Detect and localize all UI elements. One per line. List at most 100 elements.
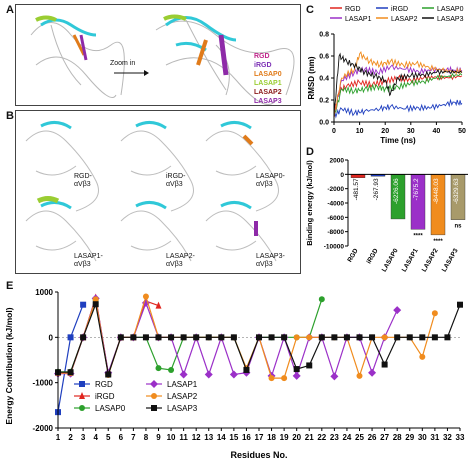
data-point-lasap3 bbox=[218, 334, 225, 341]
data-point-lasap3 bbox=[306, 362, 313, 369]
x-tick-label: 20 bbox=[292, 433, 301, 442]
y-tick-label: -6000 bbox=[327, 215, 344, 222]
data-point-lasap2 bbox=[293, 334, 300, 341]
data-point-lasap3 bbox=[281, 334, 288, 341]
data-point-lasap3 bbox=[130, 334, 137, 341]
x-tick-label: 32 bbox=[443, 433, 452, 442]
legend-marker-rgd bbox=[79, 381, 85, 387]
data-point-lasap3 bbox=[343, 334, 350, 341]
x-tick-label: 30 bbox=[407, 128, 415, 135]
data-point-lasap3 bbox=[331, 334, 338, 341]
x-tick-label: 13 bbox=[204, 433, 213, 442]
x-tick-label: 4 bbox=[93, 433, 98, 442]
y-tick-label: -10000 bbox=[324, 244, 345, 251]
x-tick-label: 19 bbox=[280, 433, 289, 442]
x-tick-label: 20 bbox=[381, 128, 389, 135]
panel-letter-b: B bbox=[6, 110, 14, 122]
y-tick-label: 1000 bbox=[35, 288, 53, 297]
y-tick-label: 2000 bbox=[330, 158, 345, 165]
x-tick-label: 1 bbox=[56, 433, 61, 442]
y-tick-label: 0.6 bbox=[319, 54, 329, 61]
x-tick-label: 17 bbox=[255, 433, 264, 442]
x-tick-label: 50 bbox=[458, 128, 466, 135]
data-point-lasap1 bbox=[179, 370, 188, 379]
label-lasap0-avb3: LASAP0- αVβ3 bbox=[256, 173, 285, 188]
bar-rgd bbox=[350, 174, 366, 178]
legend-label-lasap1: LASAP1 bbox=[345, 16, 372, 23]
data-point-lasap3 bbox=[205, 334, 212, 341]
x-tick-label: 22 bbox=[317, 433, 326, 442]
data-point-irgd bbox=[155, 301, 162, 309]
x-tick-label: 12 bbox=[192, 433, 201, 442]
x-tick-label: 31 bbox=[430, 433, 439, 442]
y-tick-label: 0.8 bbox=[319, 32, 329, 39]
data-point-rgd bbox=[80, 301, 87, 308]
x-tick-label: 9 bbox=[156, 433, 161, 442]
legend-lasap0: LASAP0 bbox=[254, 71, 282, 78]
legend-lasap1: LASAP1 bbox=[254, 80, 282, 87]
data-point-lasap2 bbox=[419, 353, 426, 360]
data-point-lasap3 bbox=[293, 366, 300, 373]
y-tick-label: -4000 bbox=[327, 201, 344, 208]
x-tick-label: 40 bbox=[433, 128, 441, 135]
legend-marker-irgd bbox=[79, 392, 85, 399]
legend-label-lasap2: LASAP2 bbox=[391, 16, 418, 23]
chart-d-binding-energy: -481.57 RGD -267.93 iRGD -6226.06 LASAP0 -7675… bbox=[305, 158, 468, 273]
legend-label-lasap3: LASAP3 bbox=[167, 404, 198, 413]
legend-marker-lasap0 bbox=[79, 405, 85, 411]
data-point-lasap3 bbox=[268, 334, 275, 341]
data-point-lasap1 bbox=[330, 372, 339, 381]
series-line-irgd bbox=[333, 98, 463, 119]
y-axis-label: Binding energy (kJ/mol) bbox=[305, 160, 314, 246]
x-axis-label: Time (ns) bbox=[380, 136, 416, 145]
data-point-lasap1 bbox=[229, 370, 238, 379]
y-tick-label: 0 bbox=[49, 333, 54, 342]
x-tick-label: 14 bbox=[217, 433, 226, 442]
y-tick-label: 0 bbox=[340, 172, 344, 179]
legend-label-rgd: RGD bbox=[95, 380, 113, 389]
x-tick-label: 23 bbox=[330, 433, 339, 442]
x-tick-label: 8 bbox=[144, 433, 149, 442]
x-tick-label: 3 bbox=[81, 433, 86, 442]
x-tick-label: 6 bbox=[119, 433, 124, 442]
legend-label-lasap0: LASAP0 bbox=[437, 6, 464, 13]
data-point-lasap0 bbox=[155, 365, 162, 372]
data-point-lasap3 bbox=[243, 366, 250, 373]
data-point-lasap2 bbox=[356, 372, 363, 379]
data-point-lasap3 bbox=[142, 334, 149, 341]
x-tick-label: 18 bbox=[267, 433, 276, 442]
series-line-lasap2 bbox=[333, 51, 463, 117]
data-point-lasap1 bbox=[292, 371, 301, 380]
legend-label-lasap2: LASAP2 bbox=[167, 392, 198, 401]
x-tick-label: 15 bbox=[229, 433, 238, 442]
x-tick-label: 25 bbox=[355, 433, 364, 442]
category-label-irgd: iRGD bbox=[366, 247, 380, 265]
chart-c-rmsd: RGD iRGD LASAP0 LASAP1 LASAP2 LASAP3 0 10 20 30 40… bbox=[307, 6, 466, 145]
data-point-lasap2 bbox=[281, 375, 288, 382]
series-group-lasap3 bbox=[55, 301, 463, 378]
x-tick-label: 24 bbox=[342, 433, 351, 442]
x-tick-label: 29 bbox=[405, 433, 414, 442]
legend-label-irgd: iRGD bbox=[391, 6, 408, 13]
data-point-lasap2 bbox=[92, 296, 99, 303]
data-point-lasap3 bbox=[230, 334, 237, 341]
bar-value-label: -8448.03 bbox=[433, 178, 440, 204]
data-point-lasap2 bbox=[306, 334, 313, 341]
data-point-lasap3 bbox=[394, 334, 401, 341]
data-point-lasap2 bbox=[381, 334, 388, 341]
panel-letter-c: C bbox=[306, 4, 314, 16]
bar-value-label: -481.57 bbox=[353, 178, 360, 200]
legend-label-rgd: RGD bbox=[345, 6, 361, 13]
legend-label-lasap3: LASAP3 bbox=[437, 16, 464, 23]
x-tick-label: 16 bbox=[242, 433, 251, 442]
data-point-lasap3 bbox=[381, 361, 388, 368]
x-tick-label: 11 bbox=[179, 433, 188, 442]
x-tick-label: 28 bbox=[393, 433, 402, 442]
label-lasap1-avb3: LASAP1- αVβ3 bbox=[74, 253, 103, 268]
y-tick-label: 0.0 bbox=[319, 120, 329, 127]
legend-marker-lasap1 bbox=[150, 380, 158, 388]
data-point-lasap3 bbox=[180, 334, 187, 341]
significance-label: **** bbox=[433, 239, 443, 245]
bar-value-label: -267.93 bbox=[373, 178, 380, 200]
data-point-lasap1 bbox=[368, 368, 377, 377]
